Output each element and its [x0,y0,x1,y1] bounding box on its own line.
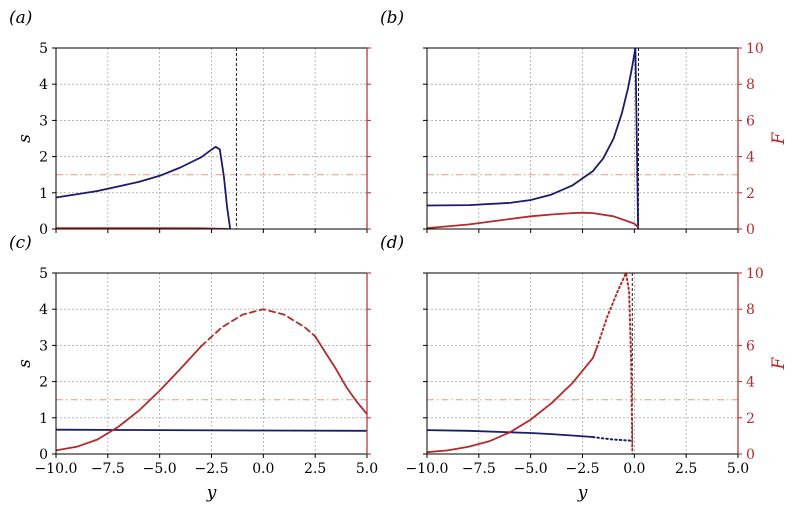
x-tick-label: −7.5 [91,461,125,477]
x-tick-label: 0.0 [623,461,645,477]
y-tick-label-left: 1 [39,411,48,427]
panel-label: (b) [380,8,404,28]
F-series-line [314,335,367,416]
series-group [427,273,634,454]
x-tick-label: −5.0 [514,461,548,477]
s-series-line [591,436,632,442]
x-tick-label: −10.0 [406,461,449,477]
x-tick-label: −2.5 [195,461,229,477]
y-axis-label-left: s [15,359,35,368]
series-group [56,145,232,229]
F-series-line [427,211,639,229]
y-tick-label-right: 2 [746,186,755,202]
panel-label: (a) [9,8,32,28]
y-tick-label-right: 4 [746,150,755,166]
y-tick-label-left: 5 [39,266,48,282]
x-tick-label: 0.0 [252,461,274,477]
s-series-line [427,48,639,229]
F-series-line [596,273,634,452]
panel-b: 0 2 4 6 8 10 F (b) [380,8,789,238]
panel-d: −10.0 −7.5 −5.0 −2.5 0.0 2.5 5.00 2 4 6 8 10 Fy (d) [380,233,789,503]
y-tick-label-right: 6 [746,113,755,129]
y-tick-label-right: 8 [746,77,755,93]
y-tick-label-left: 1 [39,186,48,202]
panel-label: (c) [9,233,32,253]
y-tick-label-left: 0 [39,222,48,238]
y-tick-label-right: 0 [746,447,755,463]
y-tick-label-left: 5 [39,41,48,57]
y-tick-label-right: 0 [746,222,755,238]
x-tick-label: 5.0 [356,461,378,477]
series-group [427,48,639,229]
F-series-line [427,346,598,454]
s-series-line [56,145,232,229]
y-axis-label-right: F [769,131,789,145]
x-tick-label: 5.0 [727,461,749,477]
x-tick-label: −5.0 [143,461,177,477]
x-tick-label: −2.5 [566,461,600,477]
x-axis-label: y [577,483,588,503]
x-tick-label: −10.0 [35,461,78,477]
y-tick-label-left: 4 [39,302,48,318]
y-tick-label-left: 2 [39,375,48,391]
x-tick-label: −7.5 [462,461,496,477]
x-tick-label: 2.5 [304,461,326,477]
F-series-line [56,345,203,452]
y-tick-label-left: 3 [39,338,48,354]
y-tick-label-right: 10 [746,41,764,57]
y-axis-label-right: F [769,356,789,370]
y-tick-label-right: 2 [746,411,755,427]
y-axis-label-left: s [15,134,35,143]
s-series-line [427,429,594,438]
y-tick-label-left: 4 [39,77,48,93]
panel-a: 0 1 2 3 4 5 s (a) [9,8,371,238]
s-series-line [56,428,367,432]
y-tick-label-left: 2 [39,150,48,166]
y-tick-label-right: 10 [746,266,764,282]
series-group [56,308,367,452]
y-tick-label-left: 0 [39,447,48,463]
x-tick-label: 2.5 [675,461,697,477]
F-series-line [200,308,317,348]
x-axis-label: y [206,483,217,503]
panel-label: (d) [380,233,404,253]
panel-c: −10.0 −7.5 −5.0 −2.5 0.0 2.5 5.0 0 1 2 3 4 5 s y (c) [9,233,378,503]
y-tick-label-left: 3 [39,113,48,129]
y-tick-label-right: 6 [746,338,755,354]
y-tick-label-right: 8 [746,302,755,318]
y-tick-label-right: 4 [746,375,755,391]
